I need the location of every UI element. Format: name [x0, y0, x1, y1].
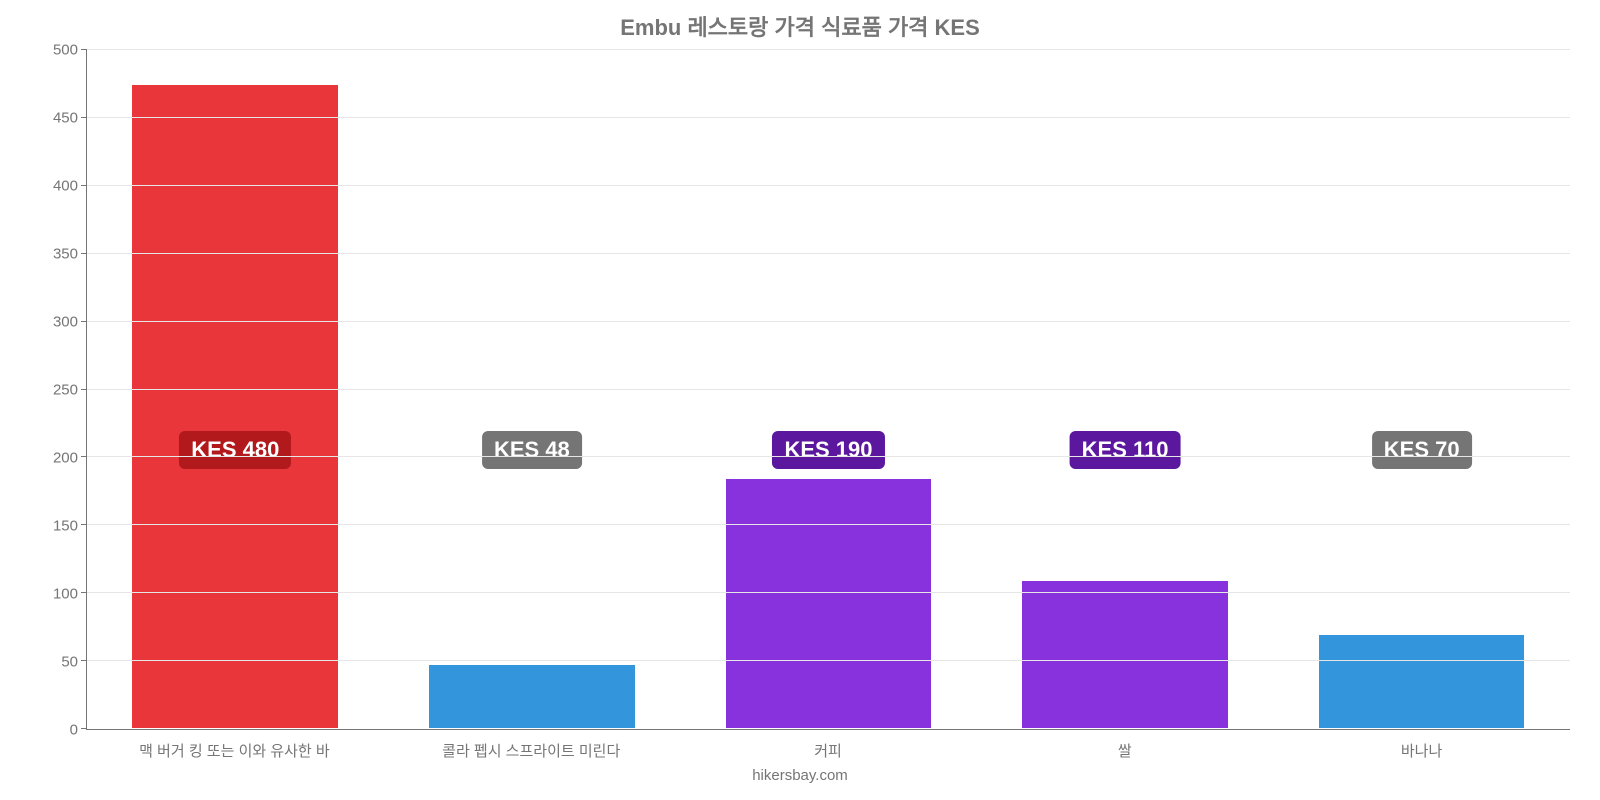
x-label: 바나나	[1273, 740, 1570, 761]
bar-slot: KES 190	[680, 50, 977, 729]
x-label: 콜라 펩시 스프라이트 미린다	[383, 740, 680, 761]
ytick-mark	[81, 321, 87, 322]
bar	[428, 664, 636, 729]
x-label: 맥 버거 킹 또는 이와 유사한 바	[86, 740, 383, 761]
grid-area: KES 480 KES 48 KES 190 KES 110 KES 70	[86, 50, 1570, 730]
ytick-label: 0	[30, 722, 78, 739]
gridline	[87, 117, 1570, 118]
ytick-mark	[81, 524, 87, 525]
value-label: KES 190	[772, 431, 884, 469]
x-label: 커피	[680, 740, 977, 761]
ytick-label: 450	[30, 110, 78, 127]
ytick-label: 350	[30, 246, 78, 263]
x-axis: 맥 버거 킹 또는 이와 유사한 바콜라 펩시 스프라이트 미린다커피쌀바나나	[86, 740, 1570, 761]
ytick-label: 50	[30, 654, 78, 671]
ytick-mark	[81, 728, 87, 729]
ytick-mark	[81, 185, 87, 186]
ytick-mark	[81, 456, 87, 457]
bar	[725, 478, 933, 729]
value-label: KES 70	[1372, 431, 1472, 469]
ytick-label: 200	[30, 450, 78, 467]
gridline	[87, 456, 1570, 457]
ytick-label: 250	[30, 382, 78, 399]
bar	[1021, 580, 1229, 729]
value-label: KES 110	[1070, 431, 1181, 469]
ytick-mark	[81, 253, 87, 254]
x-label: 쌀	[976, 740, 1273, 761]
ytick-mark	[81, 660, 87, 661]
ytick-label: 500	[30, 42, 78, 59]
plot-area: 050100150200250300350400450500 KES 480KE…	[30, 50, 1570, 730]
ytick-label: 400	[30, 178, 78, 195]
bars-container: KES 480 KES 48 KES 190 KES 110 KES 70	[87, 50, 1570, 729]
ytick-label: 100	[30, 586, 78, 603]
ytick-mark	[81, 592, 87, 593]
bar	[1318, 634, 1526, 729]
bar-slot: KES 480	[87, 50, 384, 729]
bar-slot: KES 110	[977, 50, 1274, 729]
bar	[131, 84, 339, 729]
gridline	[87, 592, 1570, 593]
gridline	[87, 389, 1570, 390]
bar-slot: KES 70	[1273, 50, 1570, 729]
ytick-mark	[81, 49, 87, 50]
gridline	[87, 185, 1570, 186]
gridline	[87, 524, 1570, 525]
chart-container: Embu 레스토랑 가격 식료품 가격 KES 0 50 100 150 200 250 3…	[0, 0, 1600, 800]
y-axis: 050100150200250300350400450500	[30, 50, 86, 730]
value-label: KES 480	[179, 431, 291, 469]
value-label: KES 48	[482, 431, 582, 469]
ytick-mark	[81, 117, 87, 118]
gridline	[87, 321, 1570, 322]
ytick-mark	[81, 389, 87, 390]
gridline	[87, 253, 1570, 254]
chart-title: Embu 레스토랑 가격 식료품 가격 KES	[30, 10, 1570, 42]
bar-slot: KES 48	[384, 50, 681, 729]
attribution-text: hikersbay.com	[30, 767, 1570, 784]
ytick-label: 300	[30, 314, 78, 331]
gridline	[87, 660, 1570, 661]
ytick-label: 150	[30, 518, 78, 535]
gridline	[87, 49, 1570, 50]
